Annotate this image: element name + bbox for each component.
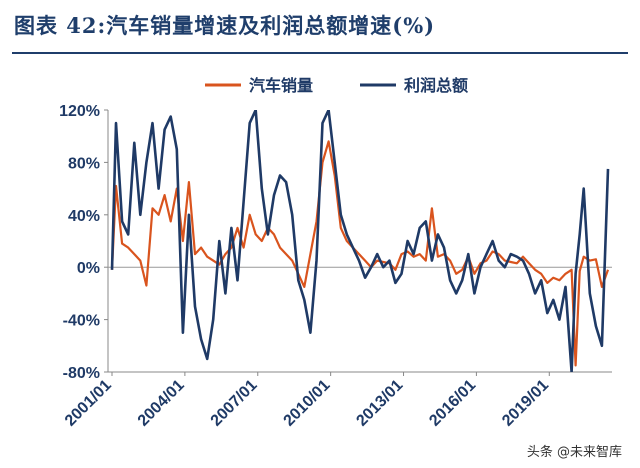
- chart-title: 图表 42:汽车销量增速及利润总额增速(%): [14, 13, 436, 38]
- watermark: 头条 @未来智库: [520, 439, 628, 462]
- y-tick-label: -80%: [63, 365, 100, 382]
- y-tick-label: 80%: [68, 155, 100, 172]
- legend-label: 利润总额: [404, 76, 468, 95]
- x-axis: 2001/01 2004/01 2007/01 2010/01 2013/01 2016/…: [62, 266, 612, 430]
- x-tick-label: 2004/01: [135, 377, 188, 430]
- x-tick-label: 2001/01: [62, 377, 115, 430]
- y-axis: -80% -40% 0% 40% 80% 120%: [59, 103, 109, 382]
- x-tick-label: 2013/01: [353, 377, 406, 430]
- title-divider: [12, 52, 628, 54]
- x-tick-label: 2019/01: [499, 377, 552, 430]
- x-tick-label: 2016/01: [426, 377, 479, 430]
- series-line-auto-sales: [110, 140, 610, 367]
- y-tick-label: 120%: [59, 103, 100, 120]
- y-tick-label: -40%: [63, 313, 100, 330]
- series-group: [110, 110, 610, 372]
- x-tick-label: 2010/01: [281, 377, 334, 430]
- y-tick-label: 40%: [68, 208, 100, 225]
- series-line-total-profit: [110, 110, 610, 372]
- y-tick-label: 0%: [77, 260, 100, 277]
- x-tick-label: 2007/01: [208, 377, 261, 430]
- legend-label: 汽车销量: [249, 76, 313, 95]
- legend: 汽车销量 利润总额: [205, 76, 468, 95]
